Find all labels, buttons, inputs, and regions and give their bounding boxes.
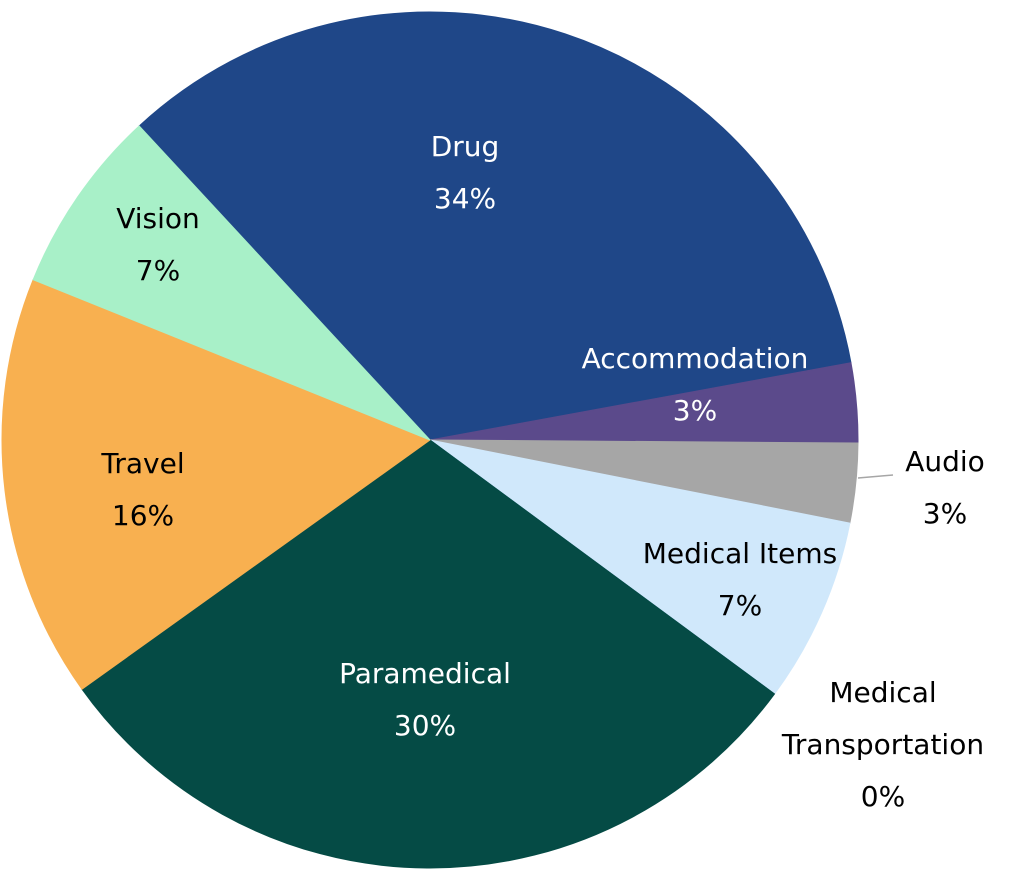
value-label: 7% (717, 589, 763, 622)
category-label: Audio (905, 445, 985, 478)
pie-slice (1, 279, 432, 690)
pie-slice (429, 439, 851, 695)
value-label: 3% (922, 497, 968, 530)
data-label: Audio 3% (905, 436, 985, 540)
category-label: Paramedical (339, 657, 511, 690)
data-label: Vision 7% (116, 193, 200, 297)
value-label: 30% (393, 709, 457, 742)
category-label: Medical Items (642, 537, 838, 570)
category-label: Accommodation (581, 342, 809, 375)
category-label: Drug (430, 130, 500, 163)
value-label: 16% (111, 499, 175, 532)
data-label: Accommodation 3% (582, 333, 809, 437)
leader-line (857, 474, 894, 479)
pie-slice (81, 439, 776, 869)
category-label: Vision (116, 202, 200, 235)
pie-slice (138, 11, 852, 441)
data-label: Travel 16% (101, 438, 184, 542)
value-label: 34% (433, 182, 497, 215)
category-label: Medical Transportation (781, 676, 985, 761)
value-label: 0% (860, 780, 906, 813)
value-label: 7% (135, 254, 181, 287)
data-label: Medical Transportation 0% (768, 667, 998, 823)
data-label: Paramedical 30% (339, 648, 511, 752)
value-label: 3% (672, 394, 718, 427)
data-label: Medical Items 7% (643, 528, 838, 632)
pie-slice (32, 125, 431, 441)
data-label: Drug 34% (431, 121, 500, 225)
category-label: Travel (101, 447, 185, 480)
